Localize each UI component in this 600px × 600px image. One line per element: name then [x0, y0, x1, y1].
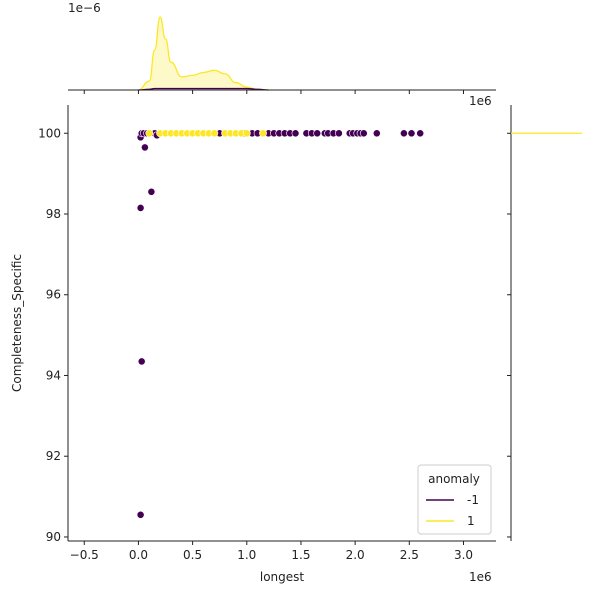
x-tick-label: 1.0 [237, 548, 256, 562]
kde-line-series-2 [138, 87, 269, 91]
kde-line-series-1 [138, 16, 269, 91]
x-tick-label: 0.0 [129, 548, 148, 562]
scatter-point-series-2 [145, 129, 154, 138]
y-tick-label: 90 [46, 530, 61, 544]
x-offset-label: 1e6 [469, 570, 492, 584]
scatter-point-series-1 [291, 129, 300, 138]
scatter-point-series-1 [140, 143, 149, 152]
x-axis-label: longest [260, 570, 305, 584]
scatter-point-series-1 [136, 203, 145, 212]
y-tick-label: 98 [46, 207, 61, 221]
y-tick-label: 96 [46, 288, 61, 302]
scatter-point-series-1 [334, 129, 343, 138]
right-offset-label: 1e6 [469, 94, 492, 108]
top-marginal: 1e−6 [68, 1, 496, 91]
scatter-point-series-2 [210, 129, 219, 138]
y-tick-label: 100 [38, 126, 61, 140]
scatter-point-series-2 [259, 129, 267, 138]
x-tick-label: 2.5 [400, 548, 419, 562]
scatter-point-series-1 [416, 129, 425, 138]
scatter-point-series-1 [372, 129, 381, 138]
kde-fill-series-1 [138, 17, 269, 90]
scatter-point-series-1 [147, 187, 156, 196]
scatter-point-series-1 [407, 129, 416, 138]
scatter-point-series-1 [137, 357, 146, 366]
legend-title: anomaly [428, 472, 480, 486]
legend-entry-label: 1 [467, 514, 475, 528]
right-marginal: 1e6 [469, 94, 582, 541]
y-tick-label: 92 [46, 449, 61, 463]
x-tick-label: −0.5 [70, 548, 99, 562]
scatter-point-series-1 [399, 129, 408, 138]
y-axis-label: Completeness_Specific [10, 254, 24, 392]
scatter-point-series-1 [136, 510, 145, 519]
legend-entry-label: -1 [467, 493, 479, 507]
x-tick-label: 1.5 [291, 548, 310, 562]
scatter-point-series-1 [359, 129, 368, 138]
main-plot: −0.5 0.0 0.5 1.0 1.5 2.0 2.5 3.0 9092949698100 … [10, 90, 511, 584]
x-tick-label: 0.5 [183, 548, 202, 562]
y-tick-label: 94 [46, 368, 61, 382]
x-tick-label: 3.0 [454, 548, 473, 562]
scatter-point-series-2 [242, 129, 251, 138]
legend: anomaly -1 1 [417, 464, 492, 535]
legend-box [417, 464, 492, 535]
top-offset-label: 1e−6 [68, 1, 101, 15]
scatter-point-series-1 [313, 129, 322, 138]
x-tick-label: 2.0 [346, 548, 365, 562]
